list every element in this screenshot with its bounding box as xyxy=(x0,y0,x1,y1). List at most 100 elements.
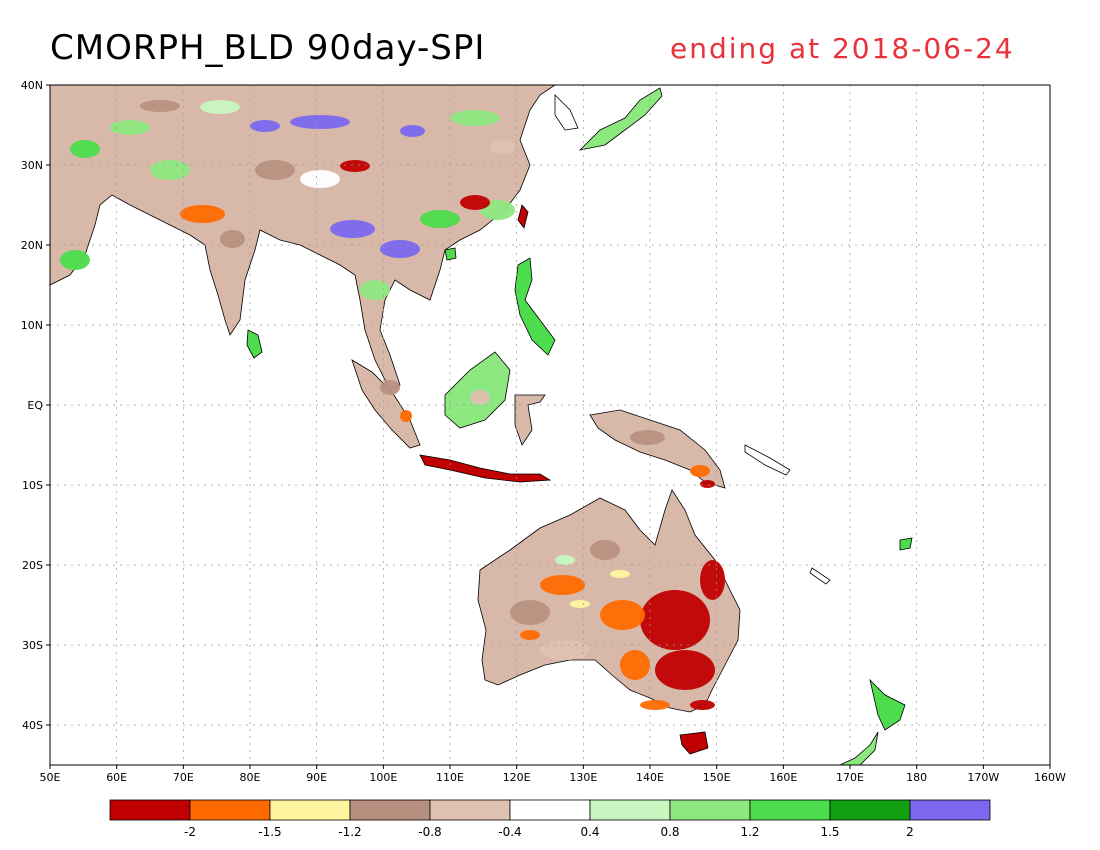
spi-patch xyxy=(60,250,90,270)
colorbar-swatch xyxy=(349,799,431,821)
sulawesi xyxy=(514,394,546,446)
spi-patch xyxy=(300,170,340,188)
colorbar-swatch xyxy=(269,799,351,821)
lat-tick-label: 10N xyxy=(21,319,43,332)
spi-patch xyxy=(340,160,370,172)
sri-lanka xyxy=(246,329,263,359)
spi-patch xyxy=(255,160,295,180)
map-subtitle: ending at 2018-06-24 xyxy=(670,32,1015,65)
spi-patch xyxy=(400,125,425,137)
spi-patch xyxy=(690,700,715,710)
colorbar-swatch xyxy=(909,799,991,821)
latitude-axis: 40N 30N 20N 10N EQ 10S 20S 30S 40S xyxy=(21,79,50,732)
colorbar-swatch xyxy=(189,799,271,821)
taiwan xyxy=(517,204,529,229)
lon-tick-label: 180 xyxy=(906,771,927,784)
lon-tick-label: 160W xyxy=(1034,771,1066,784)
colorbar-label: -2 xyxy=(184,825,196,839)
spi-patch xyxy=(640,590,710,650)
spi-patch xyxy=(590,540,620,560)
colorbar: -2 -1.5 -1.2 -0.8 -0.4 0.4 0.8 1.2 1.5 2 xyxy=(109,799,991,839)
colorbar-label: -1.5 xyxy=(258,825,281,839)
lon-tick-label: 80E xyxy=(240,771,261,784)
lon-tick-label: 70E xyxy=(173,771,194,784)
spi-patch xyxy=(450,110,500,126)
spi-patch xyxy=(380,380,400,395)
spi-patch xyxy=(570,600,590,608)
spi-patches xyxy=(60,100,725,710)
new-caledonia xyxy=(809,567,831,585)
colorbar-label: -0.4 xyxy=(498,825,521,839)
spi-patch xyxy=(655,650,715,690)
spi-patch xyxy=(380,240,420,258)
lon-tick-label: 170W xyxy=(967,771,999,784)
spi-patch xyxy=(700,560,725,600)
colorbar-label: 2 xyxy=(906,825,914,839)
spi-patch xyxy=(140,100,180,112)
lat-tick-label: 20N xyxy=(21,239,43,252)
lon-tick-label: 110E xyxy=(436,771,464,784)
colorbar-swatch xyxy=(589,799,671,821)
spi-patch xyxy=(180,205,225,223)
spi-patch xyxy=(640,700,670,710)
hainan xyxy=(444,247,457,261)
colorbar-label: -1.2 xyxy=(338,825,361,839)
spi-patch xyxy=(510,600,550,625)
land-layer xyxy=(50,85,913,765)
sumatra xyxy=(351,359,421,449)
spi-patch xyxy=(540,640,590,660)
colorbar-swatch xyxy=(669,799,751,821)
spi-patch xyxy=(555,555,575,565)
spi-patch xyxy=(630,430,665,445)
lon-tick-label: 150E xyxy=(703,771,731,784)
spi-patch xyxy=(520,630,540,640)
java xyxy=(419,454,552,483)
lat-tick-label: 20S xyxy=(22,559,43,572)
spi-patch xyxy=(470,390,490,405)
lat-tick-label: 40N xyxy=(21,79,43,92)
colorbar-swatch xyxy=(829,799,911,821)
lon-tick-label: 160E xyxy=(769,771,797,784)
lat-tick-label: 30S xyxy=(22,639,43,652)
lat-tick-label: 10S xyxy=(22,479,43,492)
spi-patch xyxy=(70,140,100,158)
colorbar-swatch xyxy=(429,799,511,821)
lon-tick-label: 90E xyxy=(306,771,327,784)
spi-patch xyxy=(540,575,585,595)
colorbar-label: 0.8 xyxy=(660,825,679,839)
map-frame xyxy=(49,84,1051,766)
philippines xyxy=(514,257,556,356)
spi-patch xyxy=(460,195,490,210)
lat-tick-label: EQ xyxy=(27,399,43,412)
spi-patch xyxy=(610,570,630,578)
map-title: CMORPH_BLD 90day-SPI xyxy=(50,28,486,68)
spi-patch xyxy=(700,480,715,488)
lon-tick-label: 140E xyxy=(636,771,664,784)
borneo xyxy=(444,351,511,429)
lat-tick-label: 40S xyxy=(22,719,43,732)
lon-tick-label: 130E xyxy=(569,771,597,784)
colorbar-label: 1.5 xyxy=(820,825,839,839)
spi-patch xyxy=(220,230,245,248)
spi-patch xyxy=(420,210,460,228)
fiji xyxy=(899,537,913,551)
spi-patch xyxy=(400,410,412,422)
spi-patch xyxy=(250,120,280,132)
japan xyxy=(578,87,663,151)
lon-tick-label: 170E xyxy=(836,771,864,784)
colorbar-label: 0.4 xyxy=(580,825,599,839)
lon-tick-label: 50E xyxy=(40,771,61,784)
spi-patch xyxy=(360,280,390,300)
solomon-islands xyxy=(744,444,791,476)
korea xyxy=(554,94,579,131)
spi-patch xyxy=(490,140,515,154)
spi-patch xyxy=(290,115,350,129)
new-guinea xyxy=(589,409,726,489)
spi-patch xyxy=(690,465,710,477)
lon-tick-label: 60E xyxy=(106,771,127,784)
colorbar-label: -0.8 xyxy=(418,825,441,839)
spi-patch xyxy=(110,120,150,135)
spi-patch xyxy=(330,220,375,238)
graticule xyxy=(50,85,1050,765)
new-zealand-south xyxy=(839,731,879,765)
